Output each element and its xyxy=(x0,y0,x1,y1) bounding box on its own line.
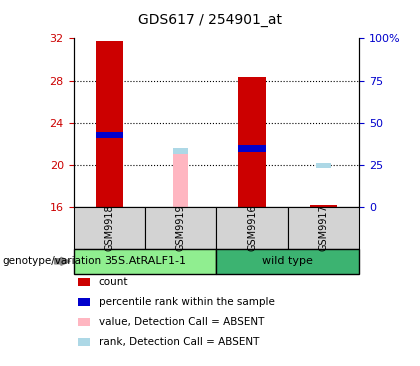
Text: wild type: wild type xyxy=(262,256,313,266)
Bar xyxy=(239,145,265,152)
Bar xyxy=(173,148,189,154)
Bar xyxy=(239,77,265,207)
Bar xyxy=(173,149,189,207)
Text: GSM9917: GSM9917 xyxy=(318,205,328,251)
Text: percentile rank within the sample: percentile rank within the sample xyxy=(99,297,275,307)
Bar xyxy=(315,163,331,168)
Text: rank, Detection Call = ABSENT: rank, Detection Call = ABSENT xyxy=(99,337,259,347)
Text: GSM9918: GSM9918 xyxy=(104,205,114,251)
Text: 35S.AtRALF1-1: 35S.AtRALF1-1 xyxy=(104,256,186,266)
Text: value, Detection Call = ABSENT: value, Detection Call = ABSENT xyxy=(99,317,264,327)
Text: genotype/variation: genotype/variation xyxy=(2,256,101,266)
Text: GSM9916: GSM9916 xyxy=(247,205,257,251)
Bar xyxy=(96,41,123,207)
Text: GDS617 / 254901_at: GDS617 / 254901_at xyxy=(138,13,282,27)
Bar xyxy=(96,131,123,138)
Text: GSM9919: GSM9919 xyxy=(176,205,186,251)
Text: count: count xyxy=(99,277,128,287)
Bar xyxy=(310,205,337,207)
